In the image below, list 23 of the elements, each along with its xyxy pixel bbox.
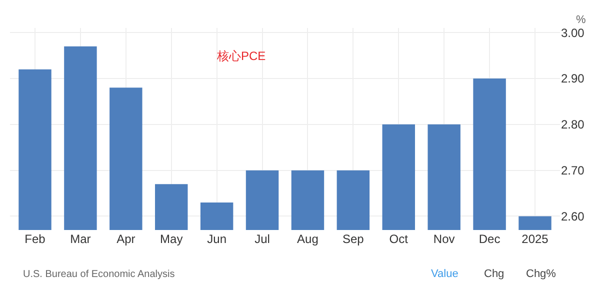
x-tick-label: May (160, 232, 183, 246)
annotation: 核心PCE (216, 49, 266, 63)
x-tick-label: Nov (433, 232, 455, 246)
y-tick-label: 3.00 (561, 26, 585, 40)
x-tick-label: Feb (24, 232, 46, 246)
text: Chg (484, 268, 504, 280)
x-tick-label: 2025 (522, 232, 549, 246)
text: Value (431, 268, 458, 280)
y-tick-label: 2.80 (561, 118, 585, 132)
x-tick-label: Sep (342, 232, 364, 246)
y-tick-label: 2.60 (561, 209, 585, 224)
x-tick-label: Jun (207, 232, 226, 246)
x-tick-label: Apr (116, 232, 136, 246)
y-tick-label: 2.70 (561, 164, 585, 178)
text: Chg% (526, 268, 556, 280)
text: U.S. Bureau of Economic Analysis (23, 269, 175, 280)
x-tick-label: Oct (389, 232, 409, 246)
x-tick-label: Mar (70, 232, 91, 246)
x-tick-label: Jul (254, 232, 270, 246)
x-tick-label: Aug (297, 232, 318, 246)
x-tick-label: Dec (478, 232, 500, 246)
y-axis-title: % (576, 14, 586, 26)
y-tick-label: 2.90 (561, 72, 585, 86)
